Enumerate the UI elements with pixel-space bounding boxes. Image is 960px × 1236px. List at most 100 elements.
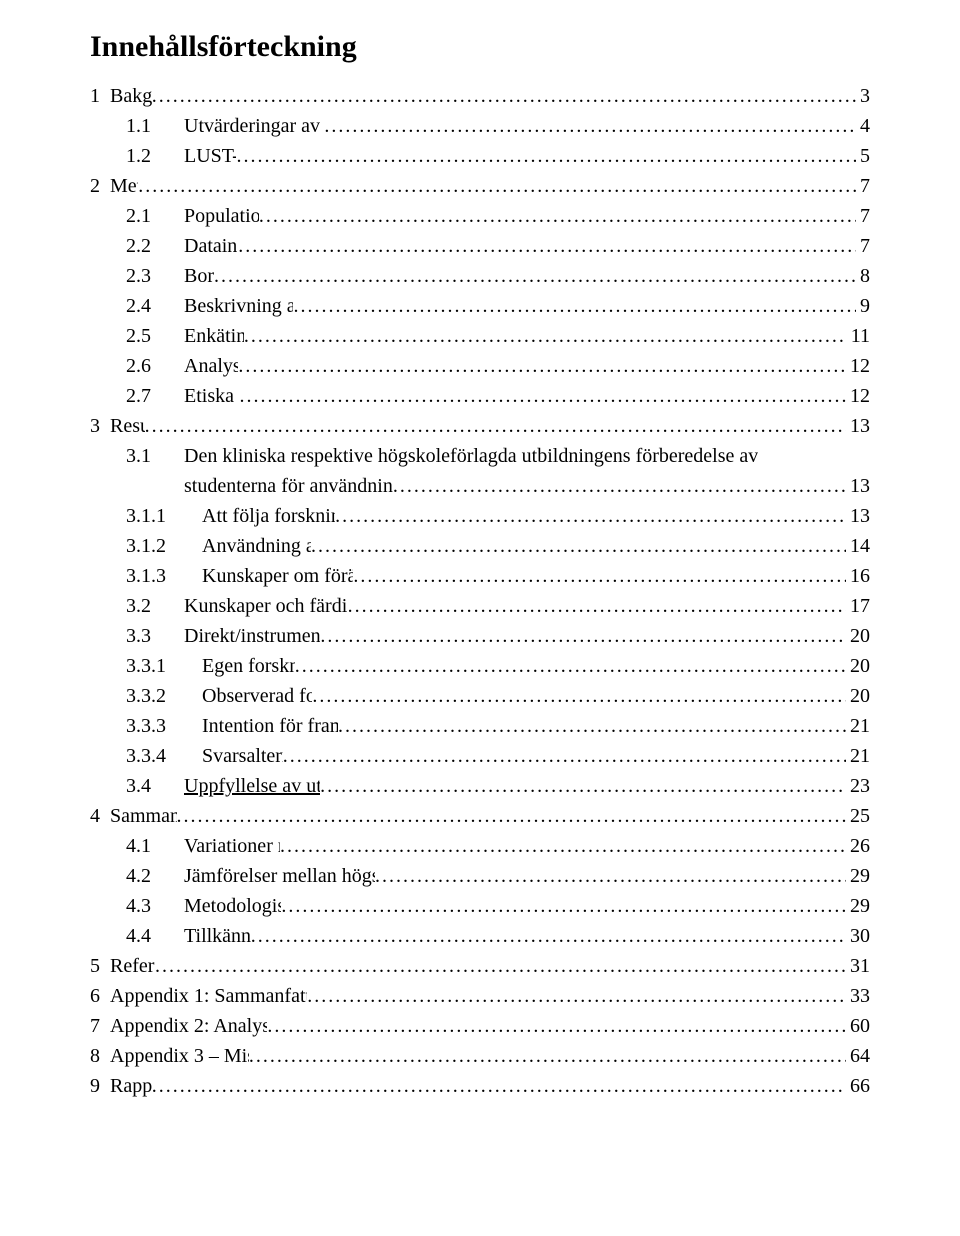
toc-leader-dots	[152, 82, 856, 110]
toc-leader-dots	[295, 652, 846, 680]
toc-entry[interactable]: 2.6Analys av data 12	[90, 352, 870, 380]
toc-entry-label: Användning av forskningsresultat	[202, 532, 311, 560]
toc-entry-label: Resultat	[110, 412, 145, 440]
toc-entry-label: Bakgrund	[110, 82, 152, 110]
toc-entry-page: 3	[860, 82, 870, 110]
toc-entry[interactable]: 3.1.3Kunskaper om förändrings- eller för…	[90, 562, 870, 590]
toc-entry[interactable]: 1.2LUST-studien 5	[90, 142, 870, 170]
toc-entry[interactable]: 2.4Beskrivning av X2006-kohorten 9	[90, 292, 870, 320]
toc-entry[interactable]: 3.1Den kliniska respektive högskoleförla…	[90, 442, 870, 470]
toc-leader-dots	[249, 1042, 846, 1070]
toc-leader-dots	[353, 562, 846, 590]
toc-entry[interactable]: 3.3.2Observerad forskningsanvändning 20	[90, 682, 870, 710]
toc-entry-number: 2.1	[126, 202, 174, 230]
toc-entry-label: Beskrivning av X2006-kohorten	[184, 292, 293, 320]
toc-entry-number: 4	[90, 802, 100, 830]
toc-entry[interactable]: 2.7Etiska aspekter 12	[90, 382, 870, 410]
toc-entry-page: 12	[850, 352, 870, 380]
toc-entry-number: 6	[90, 982, 100, 1010]
toc-entry-page: 25	[850, 802, 870, 830]
toc-entry-number: 8	[90, 1042, 100, 1070]
toc-entry[interactable]: 1Bakgrund 3	[90, 82, 870, 110]
toc-entry-page: 33	[850, 982, 870, 1010]
toc-entry-page: 21	[850, 742, 870, 770]
toc-entry-page: 60	[850, 1012, 870, 1040]
toc-entry-page: 64	[850, 1042, 870, 1070]
toc-leader-dots	[280, 832, 846, 860]
toc-entry-page: 9	[860, 292, 870, 320]
toc-entry[interactable]: studenterna för användning av forsknings…	[90, 472, 870, 500]
toc-entry[interactable]: 3.1.1Att följa forskning och kunskapsutv…	[90, 502, 870, 530]
toc-entry[interactable]: 7Appendix 2: Analyserade frågor från enk…	[90, 1012, 870, 1040]
toc-leader-dots	[312, 682, 846, 710]
toc-leader-dots	[324, 112, 856, 140]
toc-entry-page: 5	[860, 142, 870, 170]
table-of-contents: 1Bakgrund 31.1Utvärderingar av sjuksköte…	[90, 82, 870, 1100]
toc-entry-label: Metod	[110, 172, 138, 200]
toc-entry-label: Metodologiska reservationer	[184, 892, 281, 920]
toc-entry[interactable]: 3.3.4Svarsalternativet: Vet ej 21	[90, 742, 870, 770]
toc-entry[interactable]: 2.1Population och urval 7	[90, 202, 870, 230]
toc-entry-page: 30	[850, 922, 870, 950]
toc-leader-dots	[259, 202, 856, 230]
toc-entry-label: Analys av data	[184, 352, 238, 380]
toc-entry-number: 2.7	[126, 382, 174, 410]
toc-entry[interactable]: 3.3.3 Intention för framtida forskningsan…	[90, 712, 870, 740]
toc-entry[interactable]: 2.5Enkätinstrument 11	[90, 322, 870, 350]
toc-entry-page: 20	[850, 682, 870, 710]
toc-entry-number: 3	[90, 412, 100, 440]
toc-entry-label: Intention för framtida forskningsanvändn…	[202, 712, 338, 740]
toc-entry[interactable]: 3.4Uppfyllelse av utbildningens generell…	[90, 772, 870, 800]
toc-entry[interactable]: 1.1Utvärderingar av sjuksköterskeutbildn…	[90, 112, 870, 140]
toc-leader-dots	[145, 412, 846, 440]
toc-entry-page: 29	[850, 892, 870, 920]
toc-entry-number: 2.2	[126, 232, 174, 260]
toc-entry-page: 7	[860, 172, 870, 200]
toc-leader-dots	[293, 292, 856, 320]
toc-leader-dots	[338, 712, 846, 740]
toc-entry[interactable]: 2.2Datainsamling 7	[90, 232, 870, 260]
toc-leader-dots	[348, 592, 846, 620]
toc-entry-page: 20	[850, 622, 870, 650]
toc-entry-page: 66	[850, 1072, 870, 1100]
toc-entry-number: 3.3.1	[126, 652, 192, 680]
toc-entry-number: 2	[90, 172, 100, 200]
toc-entry-number: 3.3	[126, 622, 174, 650]
toc-leader-dots	[283, 742, 846, 770]
toc-entry[interactable]: 2.3Bortfall 8	[90, 262, 870, 290]
toc-entry[interactable]: 5Referenser 31	[90, 952, 870, 980]
toc-entry-number: 4.1	[126, 832, 174, 860]
toc-entry-label: Bortfall	[184, 262, 214, 290]
toc-entry-number: 3.3.3	[126, 712, 192, 740]
toc-entry-page: 21	[850, 712, 870, 740]
toc-entry[interactable]: 3.1.2Användning av forskningsresultat 14	[90, 532, 870, 560]
toc-entry-label: Referenser	[110, 952, 155, 980]
toc-leader-dots	[177, 802, 846, 830]
toc-entry[interactable]: 3Resultat 13	[90, 412, 870, 440]
toc-entry[interactable]: 3.2Kunskaper och färdigheter avseende ev…	[90, 592, 870, 620]
toc-entry-label: Uppfyllelse av utbildningens generella m…	[184, 772, 320, 800]
toc-entry-number: 4.4	[126, 922, 174, 950]
toc-entry-page: 12	[850, 382, 870, 410]
toc-entry[interactable]: 3.3.1Egen forskningsanvändning 20	[90, 652, 870, 680]
toc-entry[interactable]: 4.2Jämförelser mellan högskoleverkets oc…	[90, 862, 870, 890]
toc-leader-dots	[236, 142, 856, 170]
toc-entry-page: 16	[850, 562, 870, 590]
toc-entry[interactable]: 6 Appendix 1: Sammanfattningstabeller för…	[90, 982, 870, 1010]
toc-entry[interactable]: 9Rapporter 66	[90, 1072, 870, 1100]
toc-entry[interactable]: 2 Metod 7	[90, 172, 870, 200]
toc-entry[interactable]: 4Sammanfattning 25	[90, 802, 870, 830]
toc-leader-dots	[155, 952, 846, 980]
toc-entry[interactable]: 4.3Metodologiska reservationer 29	[90, 892, 870, 920]
toc-leader-dots	[267, 1012, 846, 1040]
toc-entry[interactable]: 3.3Direkt/instrumentell forskningsanvänd…	[90, 622, 870, 650]
toc-entry-label: Appendix 1: Sammanfattningstabeller för …	[110, 982, 307, 1010]
toc-entry-label: Appendix 3 – Missivbrev till studenter	[110, 1042, 249, 1070]
toc-entry[interactable]: 4.1Variationer mellan lärosäten 26	[90, 832, 870, 860]
page: Innehållsförteckning 1Bakgrund 31.1Utvär…	[0, 0, 960, 1236]
toc-entry[interactable]: 8Appendix 3 – Missivbrev till studenter …	[90, 1042, 870, 1070]
toc-leader-dots	[320, 772, 846, 800]
toc-entry-number: 9	[90, 1072, 100, 1100]
toc-entry-number: 3.1	[126, 442, 174, 470]
toc-entry[interactable]: 4.4Tillkännagivanden 30	[90, 922, 870, 950]
